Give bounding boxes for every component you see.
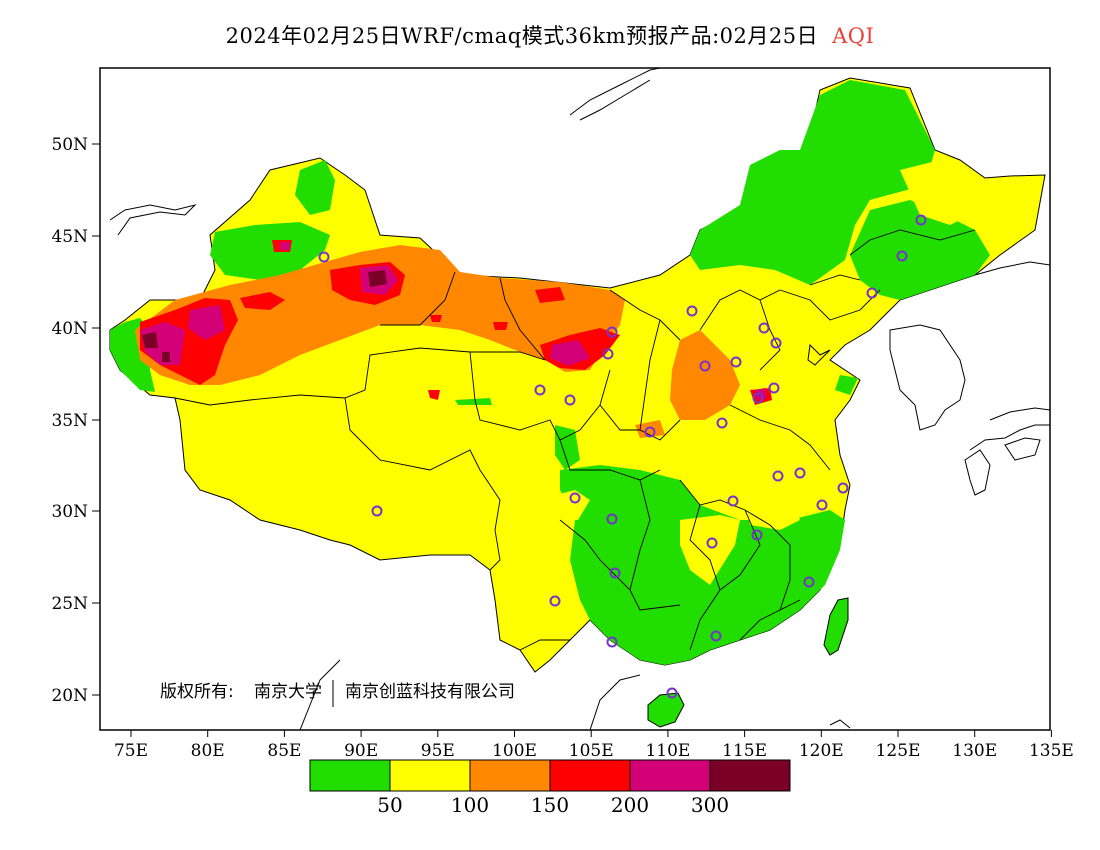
station-marker — [770, 337, 782, 349]
map-title: 2024年02月25日WRF/cmaq模式36km预报产品:02月25日 AQI — [0, 20, 1100, 50]
station-marker — [896, 250, 908, 262]
station-marker — [706, 537, 718, 549]
station-marker — [710, 630, 722, 642]
lon-tick-label: 90E — [344, 741, 378, 761]
legend-label: 200 — [611, 793, 649, 817]
station-marker — [606, 636, 618, 648]
copyright-owner1: 南京大学 — [254, 682, 322, 702]
hainan-island — [647, 692, 685, 728]
station-marker — [768, 382, 780, 394]
legend-swatch — [309, 759, 391, 792]
station-marker — [371, 505, 383, 517]
station-marker — [666, 687, 678, 699]
lon-tick-label: 125E — [876, 741, 921, 761]
station-marker — [602, 348, 614, 360]
map-frame — [99, 67, 1051, 731]
station-marker — [758, 322, 770, 334]
lon-tick-label: 120E — [799, 741, 844, 761]
usg-zones — [135, 245, 740, 438]
station-marker — [752, 392, 764, 404]
copyright-owner-label: 版权所有: — [160, 682, 234, 702]
station-marker — [549, 595, 561, 607]
lon-tick-label: 75E — [114, 741, 148, 761]
province-boundaries — [174, 229, 976, 651]
lat-tick-label: 45N — [51, 227, 88, 247]
station-marker — [716, 417, 728, 429]
legend-swatch — [469, 759, 551, 792]
lat-tick-label: 20N — [51, 686, 88, 706]
station-marker — [803, 576, 815, 588]
lon-tick-label: 95E — [421, 741, 455, 761]
lat-tick-label: 35N — [51, 411, 88, 431]
station-marker — [564, 394, 576, 406]
legend-label: 100 — [451, 793, 489, 817]
lon-tick-label: 110E — [645, 741, 690, 761]
lon-tick-label: 80E — [191, 741, 225, 761]
taiwan-island — [823, 597, 849, 656]
station-marker — [837, 482, 849, 494]
station-marker — [534, 384, 546, 396]
map-area — [109, 68, 1050, 730]
legend-swatch — [389, 759, 471, 792]
station-markers — [318, 214, 927, 699]
variable-label: AQI — [832, 24, 875, 48]
station-marker — [569, 492, 581, 504]
station-marker — [730, 356, 742, 368]
station-marker — [609, 567, 621, 579]
legend-swatch — [629, 759, 711, 792]
lon-tick-label: 135E — [1029, 741, 1074, 761]
hazardous-zones — [142, 270, 387, 362]
station-marker — [727, 495, 739, 507]
station-marker — [915, 214, 927, 226]
station-marker — [318, 251, 330, 263]
lat-tick-label: 30N — [51, 502, 88, 522]
station-marker — [606, 326, 618, 338]
lon-tick-label: 105E — [569, 741, 614, 761]
lon-tick-label: 100E — [492, 741, 537, 761]
lon-tick-label: 130E — [952, 741, 997, 761]
legend-swatch — [709, 759, 791, 792]
station-marker — [699, 360, 711, 372]
lon-tick-label: 115E — [722, 741, 767, 761]
station-marker — [751, 529, 763, 541]
station-marker — [772, 470, 784, 482]
legend-label: 50 — [377, 793, 402, 817]
neighbor-coastlines — [109, 68, 1050, 730]
moderate-patches — [555, 160, 985, 585]
station-marker — [644, 426, 656, 438]
axes: 50N 45N 40N 35N 30N 25N 20N 75E 80E 85E 90E 95E 100E… — [51, 135, 1073, 761]
copyright-owner2: 南京创蓝科技有限公司 — [345, 682, 515, 702]
station-marker — [794, 467, 806, 479]
lat-tick-label: 40N — [51, 319, 88, 339]
title-text: 2024年02月25日WRF/cmaq模式36km预报产品:02月25日 — [225, 24, 819, 48]
legend-label: 300 — [691, 793, 729, 817]
legend-swatch — [549, 759, 631, 792]
station-marker — [816, 499, 828, 511]
station-marker — [866, 287, 878, 299]
color-legend: 50 100 150 200 300 — [309, 759, 791, 817]
station-marker — [686, 305, 698, 317]
lon-tick-label: 85E — [267, 741, 301, 761]
legend-label: 150 — [531, 793, 569, 817]
station-marker — [606, 513, 618, 525]
lat-tick-label: 25N — [51, 594, 88, 614]
lat-tick-label: 50N — [51, 135, 88, 155]
